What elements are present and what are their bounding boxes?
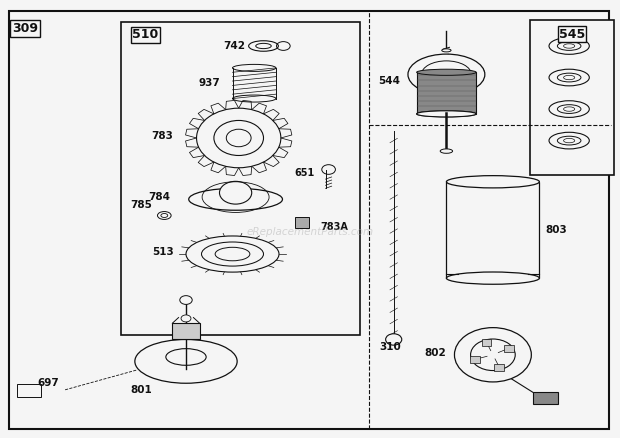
Bar	[177, 195, 191, 205]
Ellipse shape	[417, 69, 476, 75]
Bar	[295, 217, 309, 228]
Bar	[172, 323, 200, 339]
Circle shape	[180, 296, 192, 304]
Bar	[229, 354, 248, 368]
Bar	[27, 410, 48, 419]
Ellipse shape	[549, 132, 589, 149]
Ellipse shape	[549, 38, 589, 54]
Circle shape	[471, 339, 515, 371]
Text: 784: 784	[149, 192, 170, 202]
Text: 783A: 783A	[321, 222, 348, 232]
Text: 510: 510	[132, 28, 158, 42]
Text: 697: 697	[37, 378, 59, 388]
Ellipse shape	[202, 242, 264, 266]
Ellipse shape	[249, 41, 278, 51]
Text: eReplacementParts.com: eReplacementParts.com	[246, 227, 374, 237]
Bar	[417, 72, 476, 114]
Text: 651: 651	[294, 168, 314, 178]
Circle shape	[454, 328, 531, 382]
Ellipse shape	[440, 149, 453, 153]
Ellipse shape	[408, 54, 485, 95]
Ellipse shape	[441, 49, 451, 52]
Ellipse shape	[417, 111, 476, 117]
Bar	[482, 339, 492, 346]
Text: 937: 937	[198, 78, 220, 88]
Ellipse shape	[557, 42, 581, 50]
Bar	[124, 354, 143, 368]
Ellipse shape	[446, 272, 539, 284]
Ellipse shape	[557, 73, 581, 82]
Bar	[446, 182, 539, 278]
Text: 742: 742	[223, 41, 245, 50]
Ellipse shape	[157, 212, 171, 219]
Ellipse shape	[186, 236, 279, 272]
Ellipse shape	[166, 349, 206, 365]
Ellipse shape	[557, 136, 581, 145]
Ellipse shape	[446, 176, 539, 188]
Bar	[530, 20, 614, 175]
Circle shape	[181, 315, 191, 322]
Bar	[494, 364, 504, 371]
Bar	[17, 384, 41, 397]
Circle shape	[214, 120, 264, 155]
Bar	[121, 22, 360, 335]
Bar	[30, 399, 48, 417]
Ellipse shape	[549, 69, 589, 86]
Ellipse shape	[188, 188, 283, 210]
Circle shape	[386, 334, 402, 345]
Text: 803: 803	[546, 225, 567, 235]
Ellipse shape	[417, 111, 476, 117]
Text: 310: 310	[379, 343, 402, 352]
Bar	[280, 195, 294, 205]
Text: 513: 513	[152, 247, 174, 257]
Circle shape	[219, 181, 252, 204]
Circle shape	[197, 108, 281, 168]
Bar	[533, 392, 558, 404]
Text: 545: 545	[559, 28, 585, 41]
Ellipse shape	[135, 339, 237, 383]
Bar	[504, 345, 514, 352]
Text: 783: 783	[152, 131, 174, 141]
Text: 785: 785	[130, 200, 152, 209]
Text: 309: 309	[12, 22, 38, 35]
Bar	[471, 356, 480, 363]
Text: 801: 801	[130, 385, 152, 395]
Text: 544: 544	[378, 76, 400, 86]
Text: 802: 802	[425, 348, 446, 357]
Ellipse shape	[549, 101, 589, 117]
Ellipse shape	[557, 105, 581, 113]
